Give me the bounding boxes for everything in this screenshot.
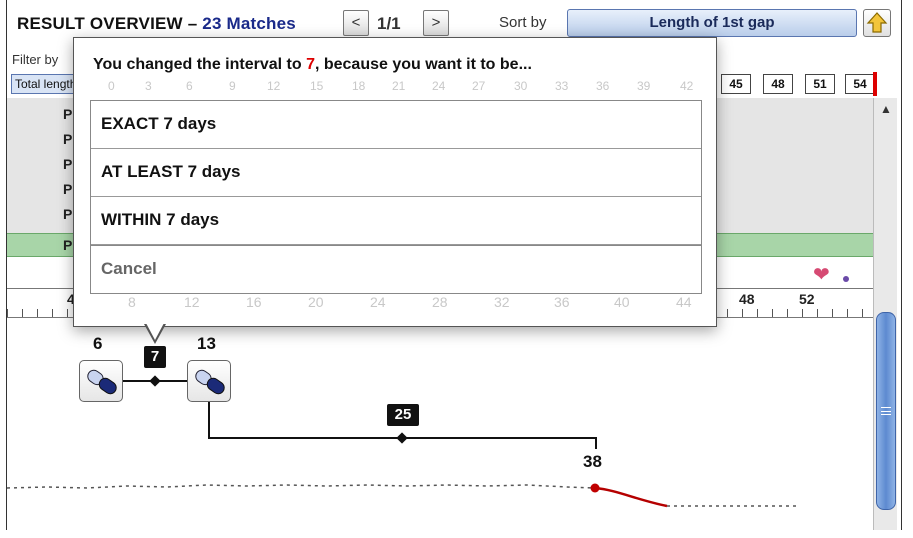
sort-label: Sort by <box>499 14 547 31</box>
ghost-tick: 18 <box>352 79 366 93</box>
pill-capsule-icon <box>87 369 117 395</box>
ghost-tick: 44 <box>676 294 692 310</box>
heart-marker-dot <box>843 276 849 282</box>
ghost-tick: 20 <box>308 294 324 310</box>
background-ruler-ticks: 8 12 16 20 24 28 32 36 40 44 <box>102 292 702 312</box>
interval-value: 7 <box>306 56 315 73</box>
dialog-question: You changed the interval to 7, because y… <box>93 56 532 74</box>
grip-icon <box>881 407 891 415</box>
range-handle-end[interactable] <box>873 72 877 96</box>
ghost-tick: 36 <box>554 294 570 310</box>
ghost-tick: 0 <box>108 79 115 93</box>
prev-page-button[interactable]: < <box>343 10 369 36</box>
length-cell[interactable]: 54 <box>845 74 875 94</box>
option-exact[interactable]: EXACT 7 days <box>91 101 701 149</box>
sort-direction-button[interactable] <box>863 9 891 37</box>
ghost-tick: 24 <box>370 294 386 310</box>
gap-midpoint-marker[interactable] <box>396 432 408 444</box>
list-item[interactable]: P <box>63 181 73 197</box>
length-cell[interactable]: 48 <box>763 74 793 94</box>
ghost-tick: 30 <box>514 79 528 93</box>
ghost-tick: 3 <box>145 79 152 93</box>
ghost-tick: 42 <box>680 79 694 93</box>
ghost-tick: 40 <box>614 294 630 310</box>
question-suffix: , because you want it to be... <box>314 56 532 73</box>
ghost-tick: 24 <box>432 79 446 93</box>
gap-connector <box>208 402 210 438</box>
ghost-tick: 6 <box>186 79 193 93</box>
length-cell[interactable]: 51 <box>805 74 835 94</box>
list-item[interactable]: P <box>63 131 73 147</box>
page-indicator: 1/1 <box>377 14 401 33</box>
option-at-least[interactable]: AT LEAST 7 days <box>91 149 701 197</box>
cancel-button[interactable]: Cancel <box>91 245 701 293</box>
vertical-scrollbar[interactable]: ▲ <box>873 98 897 530</box>
ghost-tick: 12 <box>267 79 281 93</box>
gap-connector <box>595 437 597 449</box>
ghost-tick: 21 <box>392 79 406 93</box>
ghost-tick: 33 <box>555 79 569 93</box>
ghost-tick: 9 <box>229 79 236 93</box>
ghost-tick: 12 <box>184 294 200 310</box>
event-day-label: 13 <box>197 334 216 353</box>
filter-label: Filter by <box>12 52 59 67</box>
ghost-tick: 39 <box>637 79 651 93</box>
length-filter-row: Total length 45 48 51 54 <box>11 72 877 96</box>
match-count: 23 Matches <box>202 14 296 33</box>
event-day-label: 6 <box>93 334 103 353</box>
ghost-tick: 27 <box>472 79 486 93</box>
heart-icon: ❤ <box>813 264 830 286</box>
list-item-label: P <box>63 237 73 253</box>
interval-options-list: EXACT 7 days AT LEAST 7 days WITHIN 7 da… <box>90 100 702 294</box>
list-item[interactable]: P <box>63 206 73 222</box>
ghost-tick: 16 <box>246 294 262 310</box>
length-cell[interactable]: 45 <box>721 74 751 94</box>
ruler-tick: 52 <box>799 291 815 307</box>
page-title: RESULT OVERVIEW – 23 Matches <box>17 14 296 34</box>
gap-length-label[interactable]: 25 <box>387 404 419 426</box>
list-item[interactable]: P <box>63 106 73 122</box>
ghost-tick: 8 <box>128 294 136 310</box>
option-within[interactable]: WITHIN 7 days <box>91 197 701 245</box>
scroll-thumb[interactable] <box>876 312 896 510</box>
gap-length-label[interactable]: 7 <box>144 346 166 368</box>
header: RESULT OVERVIEW – 23 Matches < 1/1 > Sor… <box>7 6 897 40</box>
medication-event[interactable] <box>187 360 231 402</box>
ruler-tick: 48 <box>739 291 755 307</box>
value-trend-line <box>7 483 797 508</box>
event-day-label: 38 <box>583 452 602 471</box>
ruler-tick: 4 <box>67 291 75 307</box>
title-text: RESULT OVERVIEW – <box>17 14 198 33</box>
scroll-up-arrow-icon[interactable]: ▲ <box>880 102 892 116</box>
gap-midpoint-marker[interactable] <box>149 375 161 387</box>
ghost-tick: 28 <box>432 294 448 310</box>
ghost-tick: 15 <box>310 79 324 93</box>
pill-capsule-icon <box>195 369 225 395</box>
medication-event[interactable] <box>79 360 123 402</box>
sort-select[interactable]: Length of 1st gap <box>567 9 857 37</box>
background-length-ticks: 0 3 6 9 12 15 18 21 24 27 30 33 36 39 42 <box>102 79 702 95</box>
next-page-button[interactable]: > <box>423 10 449 36</box>
ghost-tick: 36 <box>596 79 610 93</box>
list-item[interactable]: P <box>63 156 73 172</box>
up-arrow-icon <box>866 12 888 33</box>
ghost-tick: 32 <box>494 294 510 310</box>
dialog-pointer-fill <box>146 323 164 340</box>
interval-choice-dialog: You changed the interval to 7, because y… <box>73 37 717 344</box>
question-prefix: You changed the interval to <box>93 56 307 73</box>
